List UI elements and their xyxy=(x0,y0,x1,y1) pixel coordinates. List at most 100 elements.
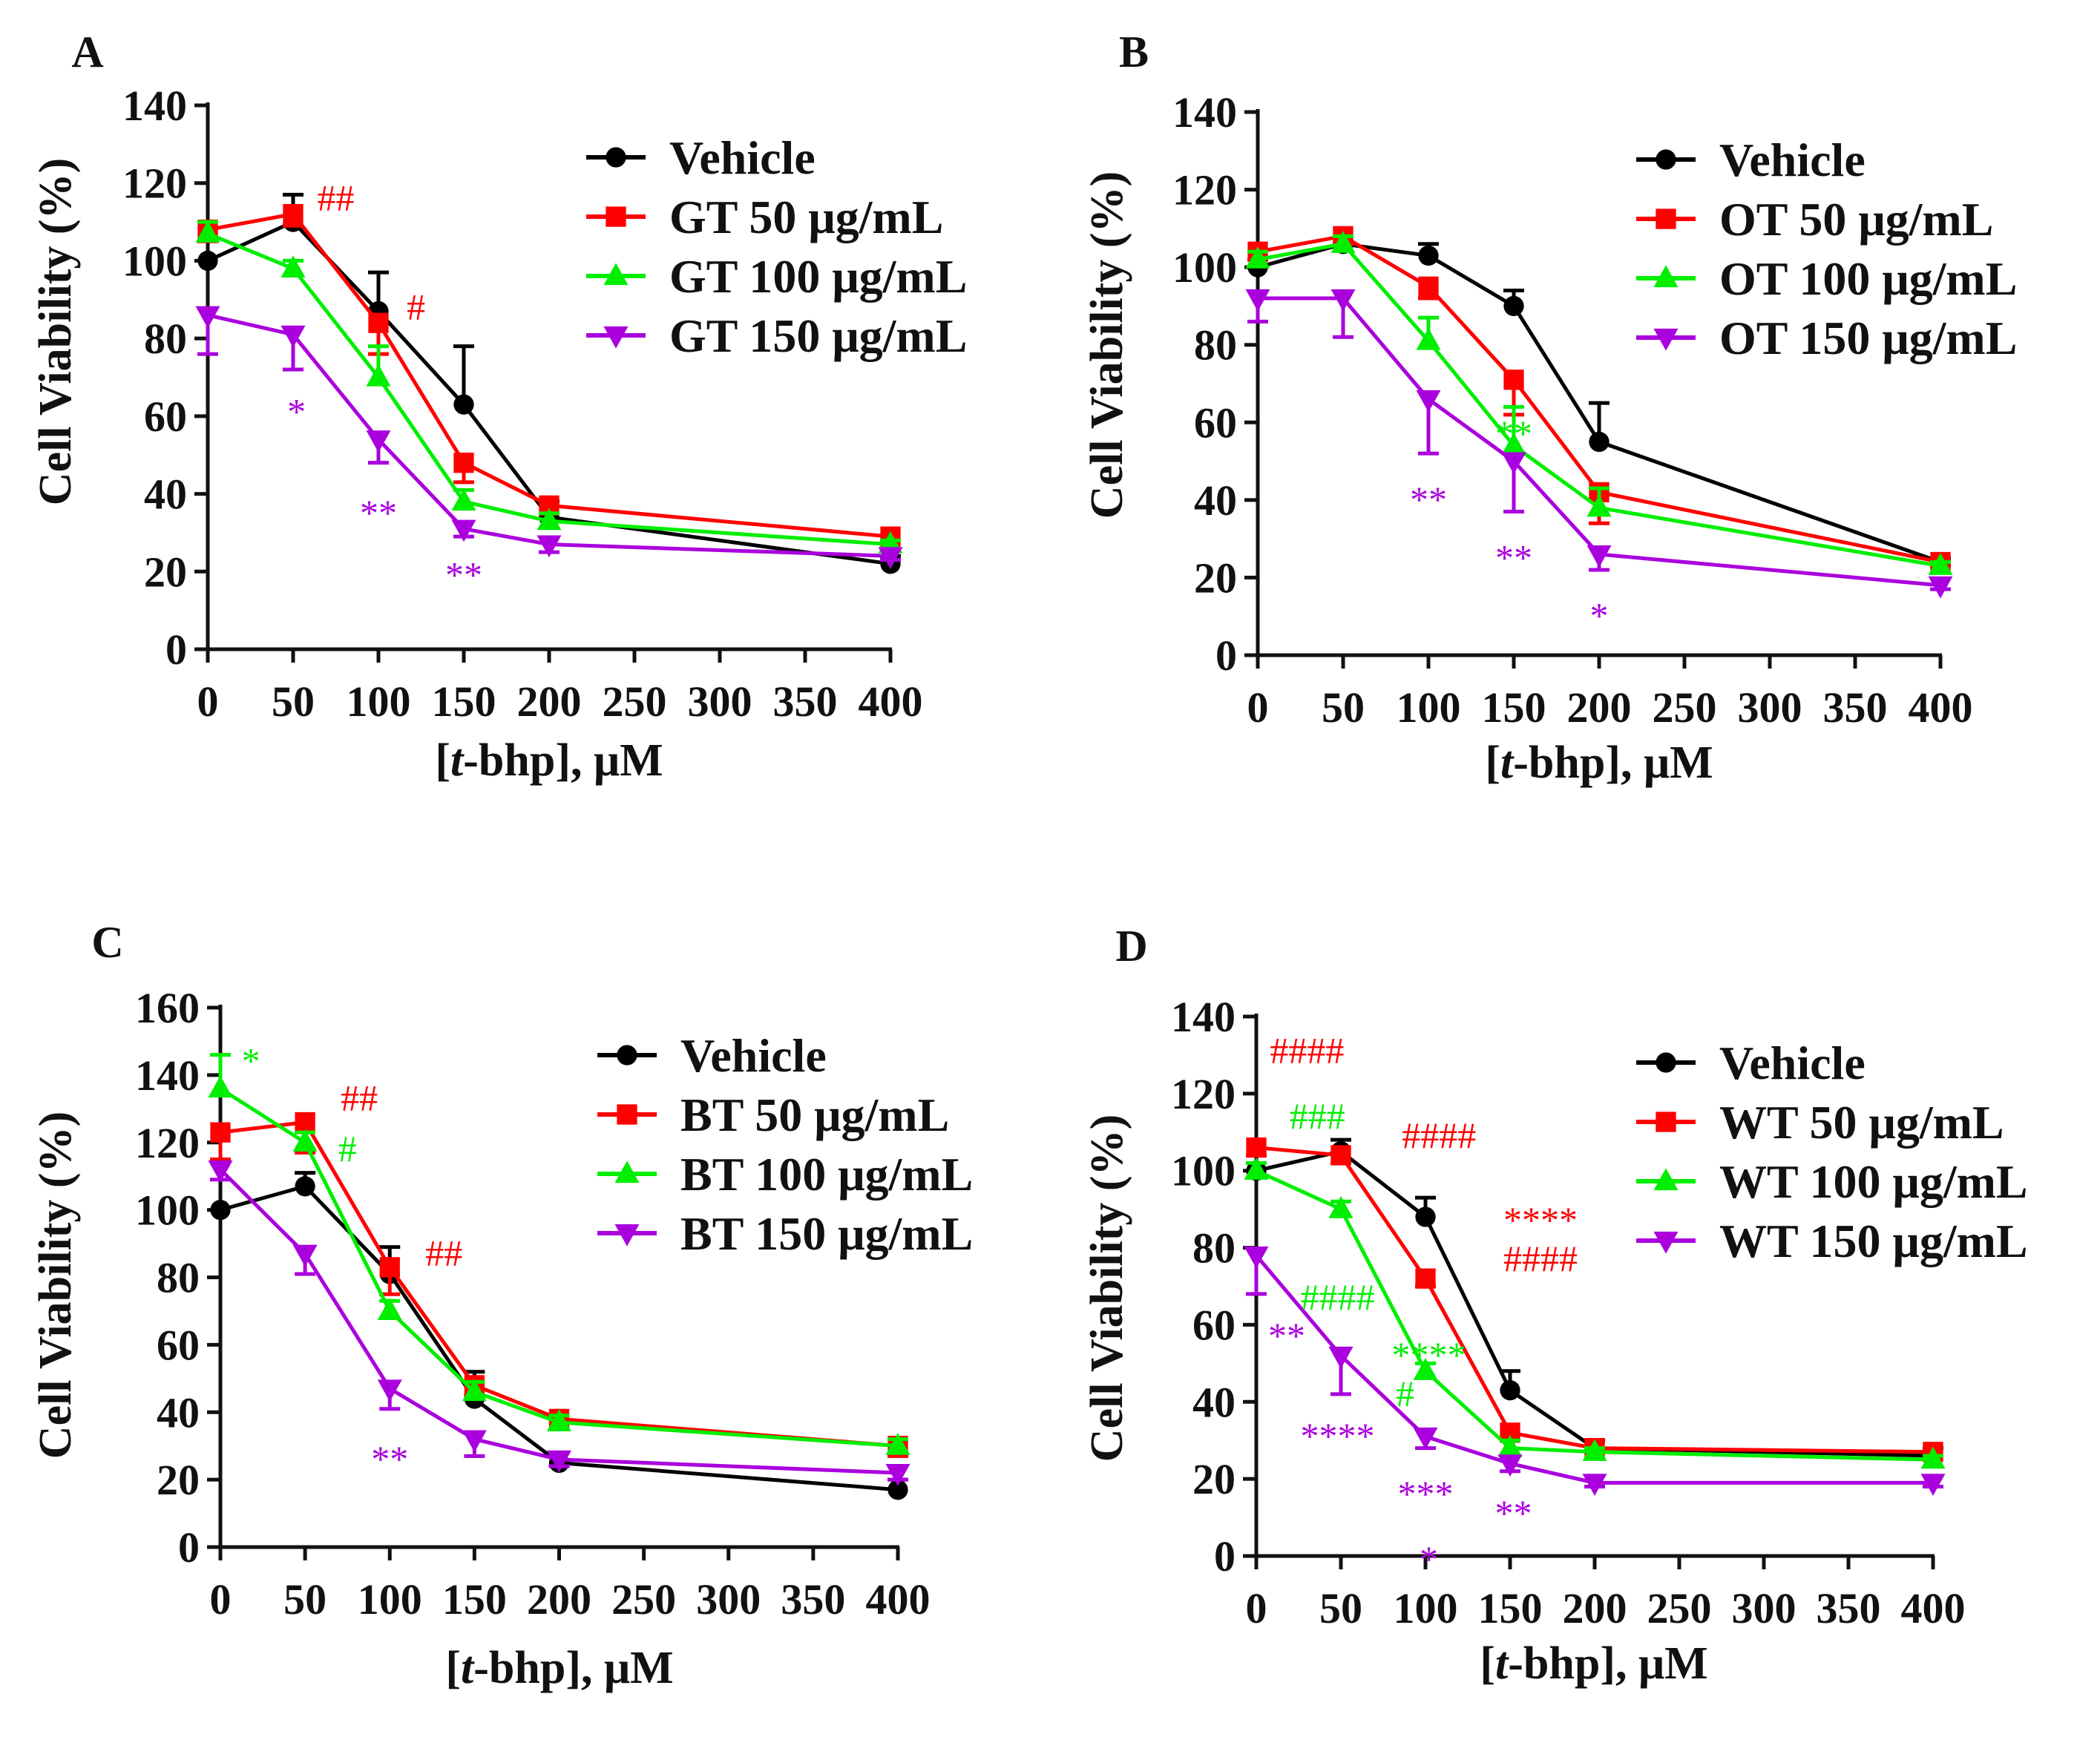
significance-annotation: ** xyxy=(1410,479,1447,520)
significance-annotation: * xyxy=(242,1040,260,1082)
data-point xyxy=(462,1430,487,1453)
legend-label: OT 150 μg/mL xyxy=(1719,312,2017,364)
data-point xyxy=(878,547,903,569)
y-tick-label: 60 xyxy=(157,1321,200,1369)
significance-annotation: *** xyxy=(1398,1473,1454,1514)
x-tick-label: 100 xyxy=(1397,683,1461,732)
data-point xyxy=(1589,431,1610,453)
data-point xyxy=(295,1176,315,1197)
y-tick-label: 0 xyxy=(1215,631,1237,680)
y-tick-label: 20 xyxy=(1192,1455,1236,1503)
legend-swatch-marker xyxy=(1653,328,1679,351)
x-tick-label: 0 xyxy=(197,677,219,726)
data-point xyxy=(1244,1246,1269,1269)
data-point xyxy=(1497,1435,1523,1457)
x-axis-title: [t-bhp], μM xyxy=(435,735,663,786)
y-tick-label: 20 xyxy=(157,1456,200,1504)
data-point xyxy=(537,535,562,558)
data-point xyxy=(197,250,218,272)
data-point xyxy=(195,306,220,329)
y-tick-label: 0 xyxy=(178,1523,200,1572)
data-point xyxy=(1418,276,1439,297)
data-point xyxy=(1416,390,1441,413)
significance-annotation: * xyxy=(1590,595,1609,637)
y-tick-label: 80 xyxy=(1192,1224,1236,1273)
data-point xyxy=(1415,1206,1436,1227)
legend-label: Vehicle xyxy=(680,1029,827,1082)
legend-swatch-marker xyxy=(617,1104,637,1125)
legend-swatch-marker xyxy=(606,147,626,168)
legend-label: OT 50 μg/mL xyxy=(1719,193,1993,246)
legend-label: BT 100 μg/mL xyxy=(680,1148,973,1201)
significance-annotation: ## xyxy=(425,1232,462,1274)
x-tick-label: 50 xyxy=(283,1575,327,1624)
y-tick-label: 140 xyxy=(1172,88,1237,137)
series-line xyxy=(1258,296,1941,588)
data-point xyxy=(1330,231,1356,253)
series-line xyxy=(220,1120,899,1448)
data-point xyxy=(1587,494,1612,517)
legend-swatch-marker xyxy=(614,1224,640,1247)
significance-annotation: **** xyxy=(1503,1199,1578,1241)
x-tick-label: 0 xyxy=(1247,683,1269,732)
series-line xyxy=(219,1168,899,1475)
significance-annotation: ## xyxy=(341,1077,378,1119)
x-tick-label: 50 xyxy=(272,677,315,726)
series-3 xyxy=(1245,289,1953,599)
significance-annotation: ## xyxy=(318,177,355,219)
x-tick-label: 100 xyxy=(1394,1584,1458,1632)
series-line xyxy=(207,232,891,547)
data-point xyxy=(1501,433,1526,455)
legend: Vehicle WT 50 μg/mL WT 100 μg/mL WT 150 μg/… xyxy=(1636,1037,2028,1267)
significance-annotation: * xyxy=(1420,1538,1438,1580)
legend-label: WT 100 μg/mL xyxy=(1719,1155,2028,1208)
legend-swatch-marker xyxy=(1653,265,1679,288)
data-point xyxy=(1920,1446,1946,1469)
x-axis-title: [t-bhp], μM xyxy=(445,1643,673,1693)
legend-label: GT 100 μg/mL xyxy=(669,250,967,303)
data-point xyxy=(366,430,391,453)
x-tick-label: 250 xyxy=(603,677,667,726)
data-point xyxy=(1246,1137,1267,1158)
x-tick-label: 0 xyxy=(1246,1584,1267,1632)
data-point xyxy=(366,364,391,387)
data-point xyxy=(1501,452,1526,475)
data-point xyxy=(1328,1346,1353,1369)
data-point xyxy=(1587,545,1612,568)
y-tick-label: 100 xyxy=(135,1186,200,1235)
series-line xyxy=(1255,1169,1934,1462)
y-tick-label: 40 xyxy=(1194,476,1237,525)
legend-swatch-marker xyxy=(617,1045,637,1066)
x-tick-label: 400 xyxy=(1901,1584,1966,1632)
data-point xyxy=(1244,1158,1269,1180)
significance-annotation: ** xyxy=(1495,413,1532,454)
y-tick-label: 0 xyxy=(165,626,187,674)
data-point xyxy=(1928,576,1953,599)
x-tick-label: 250 xyxy=(611,1575,676,1624)
legend-swatch-marker xyxy=(1656,1112,1676,1132)
y-tick-label: 40 xyxy=(144,470,187,519)
x-tick-label: 100 xyxy=(358,1575,422,1624)
x-tick-label: 400 xyxy=(1909,683,1973,732)
y-tick-label: 100 xyxy=(1171,1147,1236,1195)
x-tick-label: 350 xyxy=(773,677,838,726)
data-point xyxy=(451,488,476,511)
panel-d: D 0 20 40 60 80 100 120 140 0 50 100 150 200 250 300 350… xyxy=(1082,922,2028,1689)
significance-annotation: #### xyxy=(1402,1114,1476,1156)
y-tick-label: 100 xyxy=(122,237,187,285)
significance-annotation: ** xyxy=(1268,1315,1305,1356)
x-tick-label: 350 xyxy=(1817,1584,1881,1632)
x-axis-title: [t-bhp], μM xyxy=(1485,738,1713,788)
panel-letter: D xyxy=(1115,922,1147,971)
y-tick-label: 60 xyxy=(1192,1301,1236,1349)
significance-annotation: #### xyxy=(1270,1030,1344,1071)
x-tick-label: 400 xyxy=(859,677,923,726)
x-tick-label: 350 xyxy=(781,1575,845,1624)
legend-swatch-marker xyxy=(1656,209,1676,229)
legend: Vehicle BT 50 μg/mL BT 100 μg/mL BT 150 μg/… xyxy=(597,1029,973,1260)
y-tick-label: 100 xyxy=(1172,243,1237,292)
y-tick-label: 60 xyxy=(1194,398,1237,447)
series-2 xyxy=(208,1053,910,1455)
data-point xyxy=(1582,1439,1607,1461)
legend: Vehicle GT 50 μg/mL GT 100 μg/mL GT 150 μg/… xyxy=(586,131,967,362)
